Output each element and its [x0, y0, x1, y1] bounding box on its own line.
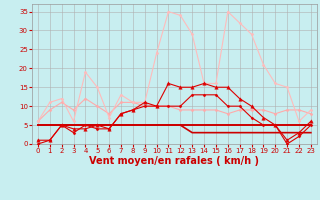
X-axis label: Vent moyen/en rafales ( km/h ): Vent moyen/en rafales ( km/h ) — [89, 156, 260, 166]
